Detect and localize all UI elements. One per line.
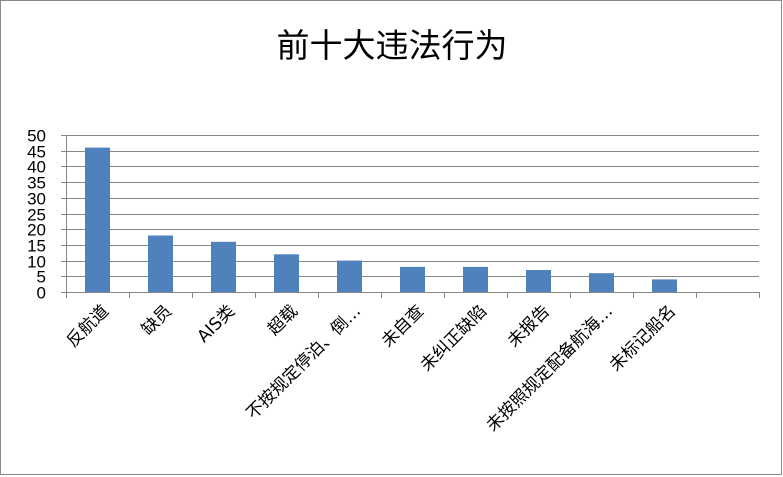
axes [61,135,760,298]
y-tick-label: 35 [27,174,46,193]
y-tick-label: 50 [27,127,46,146]
bar [211,241,236,292]
x-tick-label: 未自查 [378,301,428,351]
bar [463,266,488,292]
y-tick-label: 0 [37,284,46,303]
bar [274,254,299,292]
y-tick-label: 45 [27,143,46,162]
bars [85,147,677,292]
y-tick-label: 5 [37,268,46,287]
bar [589,273,614,292]
y-tick-label: 25 [27,206,46,225]
x-tick-label: 未报告 [504,301,554,351]
bar [526,270,551,292]
x-tick-label: 未按照规定配备航海… [483,301,617,435]
x-tick-label: 不按规定停泊、倒… [243,301,365,423]
x-tick-label: 未纠正缺陷 [417,301,491,375]
gridlines [66,135,759,277]
bar [85,147,110,292]
chart-title: 前十大违法行为 [277,26,508,65]
bar [652,279,677,292]
y-tick-label: 30 [27,190,46,209]
bar [337,260,362,292]
bar [400,266,425,292]
y-tick-label: 10 [27,253,46,272]
x-tick-label: 未标记船名 [606,301,680,375]
x-tick-label: 超载 [264,301,302,339]
x-tick-label: 反航道 [63,301,113,351]
bar [148,235,173,292]
y-tick-label: 20 [27,221,46,240]
y-tick-label: 40 [27,158,46,177]
y-tick-label: 15 [27,237,46,256]
x-tick-label: AIS类 [193,301,239,347]
x-tick-label: 缺员 [138,301,176,339]
